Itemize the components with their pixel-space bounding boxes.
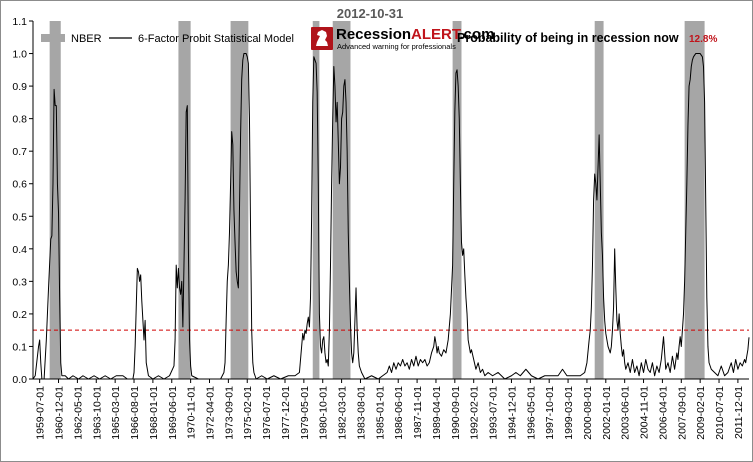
x-tick-label: 1987-11-01 [412, 386, 424, 439]
x-tick-label: 1962-05-01 [72, 386, 84, 440]
x-tick-label: 1985-01-01 [374, 386, 386, 440]
x-tick-label: 2011-12-01 [733, 386, 745, 439]
legend-model-label: 6-Factor Probit Statistical Model [138, 33, 294, 45]
nber-band [594, 21, 604, 379]
y-tick-label: 1.1 [12, 16, 27, 28]
x-tick-label: 2003-06-01 [620, 386, 632, 440]
y-tick-label: 0.1 [12, 341, 27, 353]
x-axis-ticks: 1959-07-01 1960-12-01 1962-05-01 1963-10-01… [35, 379, 745, 440]
y-axis-ticks: 0.0 0.1 0.2 0.3 0.4 0.5 0.6 0.7 0.8 0.9 1.0 1.1 [12, 16, 33, 386]
nber-band [49, 21, 61, 379]
x-tick-label: 2006-04-01 [657, 386, 669, 440]
x-tick-label: 1960-12-01 [54, 386, 66, 440]
nber-recession-bands [49, 21, 705, 379]
y-tick-label: 0.2 [12, 309, 27, 321]
model-probability-line [32, 53, 750, 380]
y-tick-label: 0.8 [12, 114, 27, 126]
x-tick-label: 1997-10-01 [544, 386, 556, 440]
x-tick-label: 2000-08-01 [582, 386, 594, 440]
probability-label: Probability of being in recession now [457, 31, 679, 45]
x-tick-label: 1972-04-01 [205, 386, 217, 440]
chart-title: 2012-10-31 [337, 6, 404, 21]
x-tick-label: 1993-07-01 [488, 386, 500, 440]
x-tick-label: 1966-08-01 [129, 386, 141, 440]
x-tick-label: 1963-10-01 [91, 386, 103, 440]
legend-nber-swatch [41, 34, 65, 42]
x-tick-label: 1983-08-01 [355, 386, 367, 440]
x-tick-label: 2004-11-01 [639, 386, 651, 439]
nber-band [684, 21, 705, 379]
x-tick-label: 1982-03-01 [337, 386, 349, 440]
x-tick-label: 2002-01-01 [601, 386, 613, 440]
y-tick-label: 0.0 [12, 374, 27, 386]
probability-value: 12.8% [689, 34, 717, 45]
y-tick-label: 1.0 [12, 49, 27, 61]
y-tick-label: 0.3 [12, 276, 27, 288]
legend: NBER 6-Factor Probit Statistical Model [41, 33, 294, 45]
recessionalert-logo: RecessionALERT.com Advanced warning for … [311, 26, 494, 51]
x-tick-label: 2009-02-01 [695, 386, 707, 440]
x-tick-label: 1970-11-01 [186, 386, 198, 439]
x-tick-label: 1990-09-01 [450, 386, 462, 440]
x-tick-label: 1994-12-01 [506, 386, 518, 440]
x-tick-label: 1979-05-01 [299, 386, 311, 440]
y-tick-label: 0.9 [12, 81, 27, 93]
model-line-layer [32, 53, 750, 380]
x-tick-label: 1996-05-01 [525, 386, 537, 440]
axes [32, 21, 749, 380]
y-tick-label: 0.7 [12, 146, 27, 158]
y-tick-label: 0.4 [12, 244, 27, 256]
x-tick-label: 1980-10-01 [318, 386, 330, 440]
knight-icon [316, 30, 328, 46]
y-tick-label: 0.5 [12, 211, 27, 223]
x-tick-label: 1989-04-01 [431, 386, 443, 440]
y-tick-label: 0.6 [12, 179, 27, 191]
logo-name-part2: ALERT [411, 26, 461, 43]
x-tick-label: 1977-12-01 [280, 386, 292, 440]
x-tick-label: 1965-03-01 [110, 386, 122, 440]
x-tick-label: 1968-01-01 [148, 386, 160, 440]
probability-annotation: Probability of being in recession now 12… [457, 31, 717, 45]
x-tick-label: 1969-06-01 [167, 386, 179, 440]
x-tick-label: 1999-03-01 [563, 386, 575, 440]
logo-wordmark: RecessionALERT.com [336, 26, 494, 43]
x-tick-label: 1959-07-01 [35, 386, 47, 440]
nber-band [452, 21, 462, 379]
logo-name-part3: .com [459, 26, 494, 43]
x-tick-label: 1992-02-01 [469, 386, 481, 440]
x-tick-label: 1976-07-01 [261, 386, 273, 440]
legend-nber-label: NBER [71, 33, 102, 45]
x-tick-label: 1973-09-01 [223, 386, 235, 440]
logo-name-part1: Recession [336, 26, 411, 43]
x-tick-label: 1986-06-01 [393, 386, 405, 440]
x-tick-label: 1975-02-01 [242, 386, 254, 440]
nber-band [312, 21, 320, 379]
x-tick-label: 2010-07-01 [714, 386, 726, 440]
nber-band [178, 21, 191, 379]
logo-tagline: Advanced warning for professionals [337, 42, 456, 51]
x-tick-label: 2007-09-01 [676, 386, 688, 440]
